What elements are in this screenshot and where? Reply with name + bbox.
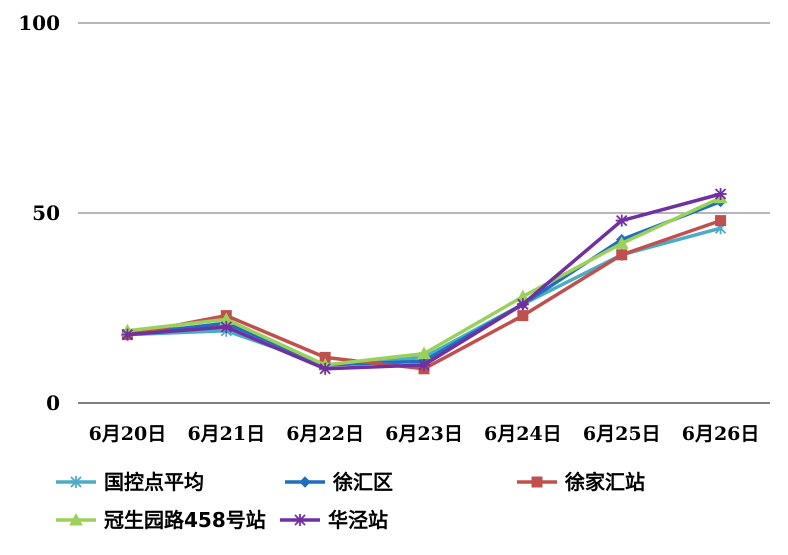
- data-point: [616, 249, 628, 261]
- y-tick-label: 50: [32, 201, 60, 225]
- y-axis-ticks: 0 50 100: [18, 11, 60, 415]
- series-line: [125, 199, 723, 367]
- gridlines: [78, 22, 770, 404]
- x-tick-label: 6月23日: [385, 423, 463, 445]
- series-line: [125, 226, 723, 367]
- x-tick-label: 6月25日: [583, 423, 661, 445]
- series-4: [120, 190, 728, 371]
- x-tick-label: 6月26日: [682, 423, 760, 445]
- data-point: [417, 346, 431, 360]
- data-point: [516, 298, 529, 311]
- data-point: [319, 362, 332, 375]
- data-point: [615, 214, 628, 227]
- data-point: [517, 310, 529, 322]
- legend-item: 华泾站: [280, 508, 388, 532]
- data-point: [531, 476, 543, 488]
- legend-item: 徐家汇站: [517, 470, 645, 494]
- series-line: [125, 196, 723, 367]
- legend-item: 冠生园路458号站: [56, 508, 266, 532]
- legend-label: 徐汇区: [332, 470, 393, 494]
- x-tick-label: 6月20日: [89, 423, 167, 445]
- legend-item: 国控点平均: [56, 470, 204, 494]
- data-point: [294, 514, 306, 526]
- data-point: [715, 215, 727, 227]
- x-tick-label: 6月21日: [187, 423, 265, 445]
- legend-label: 徐家汇站: [564, 470, 645, 494]
- legend-label: 国控点平均: [104, 470, 204, 494]
- series-line: [125, 192, 723, 371]
- legend-label: 华泾站: [328, 508, 388, 532]
- y-tick-label: 100: [18, 11, 60, 35]
- series-5: [121, 188, 727, 375]
- data-point: [418, 359, 430, 371]
- series-lines: [120, 188, 728, 375]
- data-point: [69, 512, 83, 526]
- data-point: [614, 236, 629, 249]
- x-axis-ticks: 6月20日 6月21日 6月22日 6月23日 6月24日 6月25日 6月26日: [89, 423, 760, 445]
- legend-item: 徐汇区: [285, 470, 393, 494]
- y-tick-label: 0: [46, 391, 60, 415]
- data-point: [220, 321, 233, 333]
- legend-label: 冠生园路458号站: [104, 508, 266, 532]
- x-tick-label: 6月22日: [286, 423, 364, 445]
- data-point: [121, 328, 134, 341]
- data-point: [299, 476, 311, 488]
- series-2: [121, 195, 727, 371]
- data-point: [714, 188, 727, 200]
- x-tick-label: 6月24日: [484, 423, 562, 445]
- data-point: [70, 476, 82, 488]
